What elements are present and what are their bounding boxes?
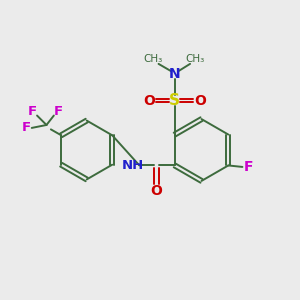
Text: F: F (21, 122, 30, 134)
Text: F: F (244, 160, 254, 174)
Text: S: S (169, 93, 180, 108)
Text: O: O (194, 94, 206, 108)
Text: F: F (54, 105, 63, 118)
Text: NH: NH (122, 159, 144, 172)
Text: CH₃: CH₃ (143, 55, 162, 64)
Text: CH₃: CH₃ (186, 55, 205, 64)
Text: O: O (151, 184, 162, 198)
Text: F: F (28, 105, 37, 118)
Text: N: N (169, 67, 181, 81)
Text: O: O (143, 94, 155, 108)
